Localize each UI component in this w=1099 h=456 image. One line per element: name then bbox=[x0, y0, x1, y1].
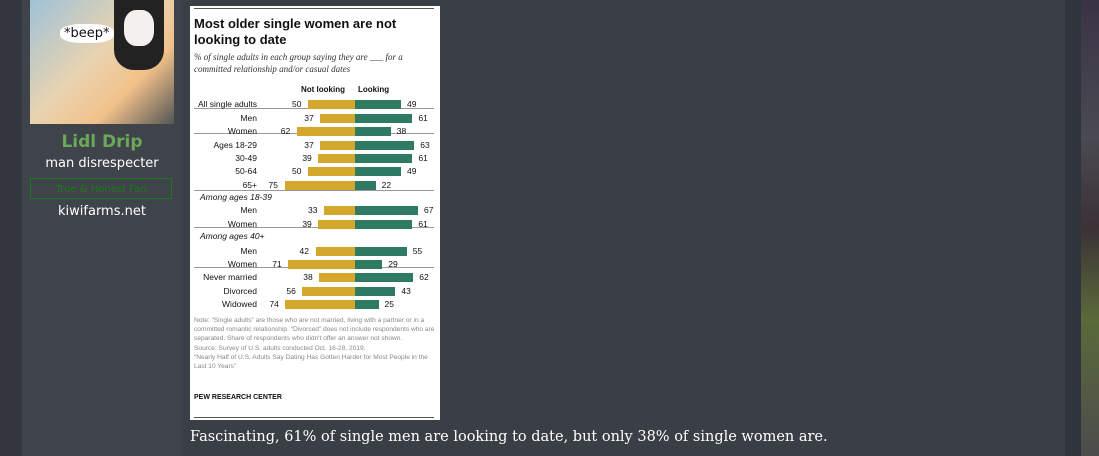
row-label: 50-64 bbox=[235, 166, 257, 176]
row-label: Women bbox=[227, 259, 257, 269]
bar-not-looking bbox=[308, 167, 355, 176]
bar-looking bbox=[355, 167, 402, 176]
value-not-looking: 50 bbox=[292, 166, 302, 176]
value-looking: 61 bbox=[418, 113, 428, 123]
value-not-looking: 50 bbox=[292, 99, 302, 109]
bar-not-looking bbox=[315, 247, 355, 256]
row-label: Women bbox=[227, 126, 257, 136]
post-text: Fascinating, 61% of single men are looki… bbox=[190, 429, 828, 445]
chart-report: “Nearly Half of U.S. Adults Say Dating H… bbox=[194, 353, 428, 371]
row-label: 65+ bbox=[242, 180, 257, 190]
row-label: Divorced bbox=[223, 286, 257, 296]
bar-looking bbox=[355, 154, 413, 163]
value-looking: 49 bbox=[407, 166, 417, 176]
row-label: Men bbox=[240, 246, 257, 256]
bar-looking bbox=[355, 181, 376, 190]
bar-looking bbox=[355, 300, 379, 309]
bar-not-looking bbox=[288, 260, 355, 269]
value-not-looking: 39 bbox=[302, 153, 312, 163]
bar-not-looking bbox=[318, 154, 355, 163]
value-looking: 67 bbox=[423, 205, 434, 215]
username[interactable]: Lidl Drip bbox=[61, 132, 143, 152]
legend-looking: Looking bbox=[358, 85, 390, 94]
value-not-looking: 62 bbox=[280, 126, 291, 136]
bar-looking bbox=[355, 220, 413, 229]
value-not-looking: 39 bbox=[302, 219, 312, 229]
row-label: Men bbox=[240, 113, 257, 123]
avatar-text: *beep* bbox=[60, 24, 114, 43]
chart-image[interactable]: Most older single women are not looking … bbox=[190, 6, 440, 420]
user-title: man disrespecter bbox=[45, 156, 159, 171]
chart-note: Note: “Single adults” are those who are … bbox=[194, 317, 435, 343]
value-not-looking: 37 bbox=[304, 140, 314, 150]
bar-not-looking bbox=[296, 127, 355, 136]
legend-not-looking: Not looking bbox=[301, 85, 345, 94]
value-not-looking: 37 bbox=[304, 113, 314, 123]
value-looking: 61 bbox=[418, 219, 428, 229]
bar-looking bbox=[355, 114, 413, 123]
avatar[interactable]: *beep* bbox=[30, 0, 174, 124]
page-background-right bbox=[1081, 0, 1099, 456]
bar-not-looking bbox=[320, 114, 355, 123]
chart-source: Source: Survey of U.S. adults conducted … bbox=[194, 344, 366, 352]
group-label: Among ages 40+ bbox=[200, 231, 265, 241]
bar-looking bbox=[355, 100, 402, 109]
chart-credit: PEW RESEARCH CENTER bbox=[194, 394, 282, 401]
value-not-looking: 71 bbox=[272, 259, 282, 269]
chart-title: Most older single women are not looking … bbox=[194, 16, 397, 47]
row-label: Women bbox=[227, 219, 257, 229]
chart-notes: Note: “Single adults” are those who are … bbox=[194, 316, 436, 371]
value-looking: 29 bbox=[388, 259, 398, 269]
value-looking: 55 bbox=[412, 246, 423, 256]
value-looking: 22 bbox=[381, 180, 392, 190]
bar-not-looking bbox=[319, 273, 355, 282]
value-not-looking: 33 bbox=[307, 205, 318, 215]
row-label: All single adults bbox=[197, 99, 257, 109]
top-rule bbox=[194, 8, 434, 9]
value-looking: 49 bbox=[407, 99, 417, 109]
value-looking: 43 bbox=[401, 286, 411, 296]
user-banner: True & Honest Fan bbox=[30, 178, 172, 199]
value-not-looking: 74 bbox=[269, 299, 279, 309]
value-not-looking: 42 bbox=[299, 246, 309, 256]
row-label: 30-49 bbox=[235, 153, 257, 163]
bar-looking bbox=[355, 141, 415, 150]
group-label: Among ages 18-39 bbox=[200, 192, 272, 202]
bar-looking bbox=[355, 127, 391, 136]
bar-looking bbox=[355, 247, 407, 256]
row-label: Ages 18-29 bbox=[213, 140, 257, 150]
bar-not-looking bbox=[302, 287, 355, 296]
value-looking: 61 bbox=[418, 153, 428, 163]
value-not-looking: 38 bbox=[303, 272, 313, 282]
value-not-looking: 75 bbox=[268, 180, 278, 190]
value-looking: 38 bbox=[396, 126, 407, 136]
bar-not-looking bbox=[318, 220, 355, 229]
row-label: Men bbox=[240, 205, 257, 215]
row-label: Widowed bbox=[222, 299, 257, 309]
bottom-rule bbox=[194, 417, 434, 418]
bar-looking bbox=[355, 206, 418, 215]
page-background bbox=[0, 0, 22, 456]
content-edge bbox=[1065, 0, 1081, 456]
group-divider bbox=[194, 227, 434, 228]
value-looking: 63 bbox=[420, 140, 430, 150]
bar-not-looking bbox=[284, 181, 355, 190]
value-looking: 62 bbox=[419, 272, 429, 282]
group-divider bbox=[194, 190, 434, 191]
avatar-face bbox=[124, 10, 154, 46]
bar-looking bbox=[355, 273, 414, 282]
bar-not-looking bbox=[308, 100, 355, 109]
value-not-looking: 56 bbox=[286, 286, 296, 296]
user-site: kiwifarms.net bbox=[58, 204, 146, 219]
row-label: Never married bbox=[203, 272, 257, 282]
bar-not-looking bbox=[323, 206, 355, 215]
bar-looking bbox=[355, 287, 396, 296]
bar-looking bbox=[355, 260, 383, 269]
bar-not-looking bbox=[285, 300, 355, 309]
bar-not-looking bbox=[320, 141, 355, 150]
chart-subtitle: % of single adults in each group saying … bbox=[194, 52, 403, 74]
value-looking: 25 bbox=[384, 299, 394, 309]
